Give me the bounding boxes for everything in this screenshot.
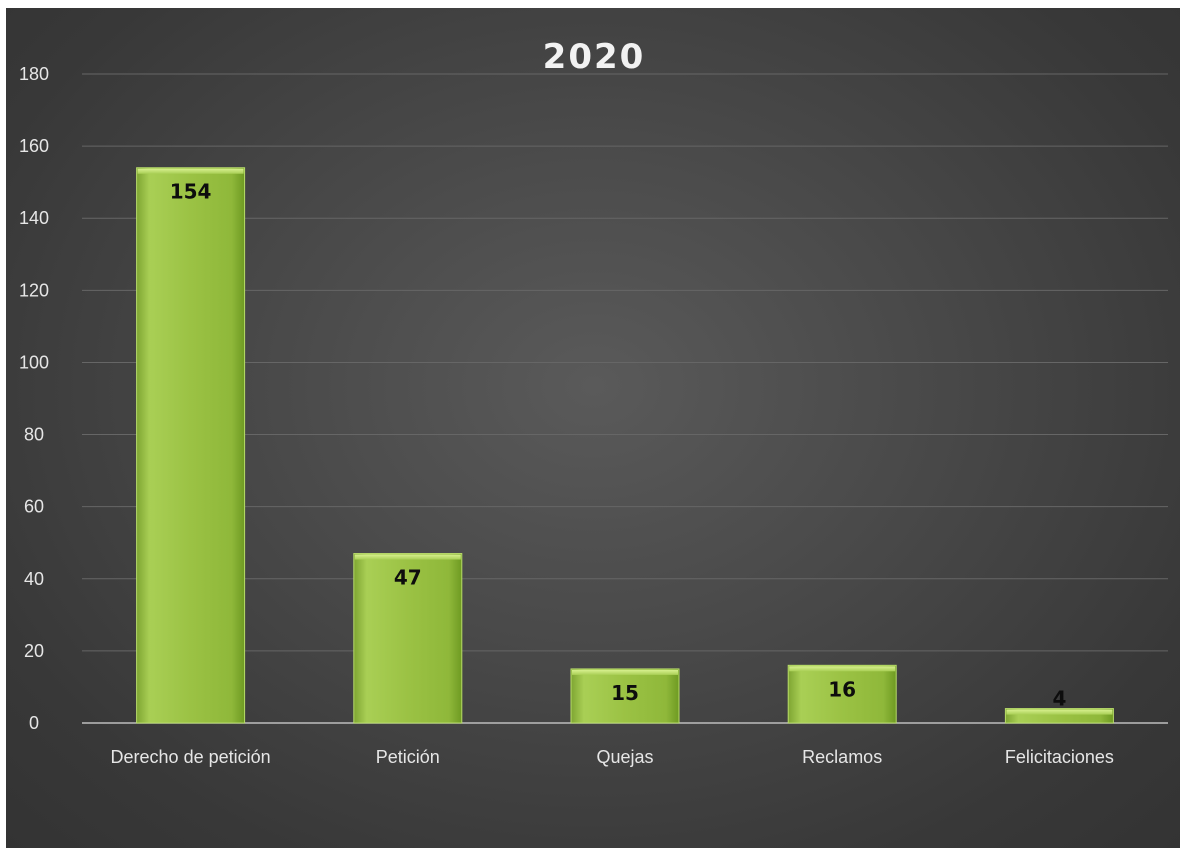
- y-tick-label: 180: [19, 64, 49, 84]
- y-tick-label: 140: [19, 208, 49, 228]
- y-tick-label: 20: [24, 641, 44, 661]
- data-label: 154: [170, 180, 212, 204]
- bar-body: [570, 668, 680, 724]
- bar-bevel: [572, 669, 678, 675]
- y-tick-label: 120: [19, 280, 49, 300]
- y-tick-label: 160: [19, 136, 49, 156]
- bar: [353, 553, 463, 724]
- bar-bevel: [354, 554, 461, 560]
- y-tick-label: 60: [24, 497, 44, 517]
- bar-body: [353, 553, 463, 724]
- bar: [1004, 708, 1114, 724]
- y-tick-label: 40: [24, 569, 44, 589]
- x-tick-label: Petición: [376, 747, 440, 767]
- data-label: 16: [828, 677, 856, 701]
- data-label: 4: [1052, 687, 1066, 711]
- x-tick-label: Felicitaciones: [1005, 747, 1114, 767]
- bar-bevel: [789, 666, 896, 672]
- bar-bevel: [1006, 709, 1113, 715]
- data-label: 47: [394, 566, 422, 590]
- data-label: 15: [611, 681, 639, 705]
- y-tick-label: 0: [29, 713, 39, 733]
- bar: [570, 668, 680, 724]
- y-tick-label: 100: [19, 352, 49, 372]
- bar-body: [136, 167, 246, 724]
- bar-chart: 2020 020406080100120140160180154Derecho …: [19, 37, 1168, 767]
- bar-bevel: [137, 168, 244, 174]
- bar-body: [787, 664, 897, 724]
- chart-title: 2020: [543, 37, 646, 77]
- x-tick-label: Reclamos: [802, 747, 882, 767]
- y-tick-label: 80: [24, 425, 44, 445]
- bar: [787, 664, 897, 724]
- x-tick-label: Quejas: [596, 747, 653, 767]
- bar: [136, 167, 246, 724]
- chart-area: 2020 0 20 40 60 80 100 120 140 160 180 154 Derecho …: [6, 8, 1180, 848]
- x-tick-label: Derecho de petición: [111, 747, 271, 767]
